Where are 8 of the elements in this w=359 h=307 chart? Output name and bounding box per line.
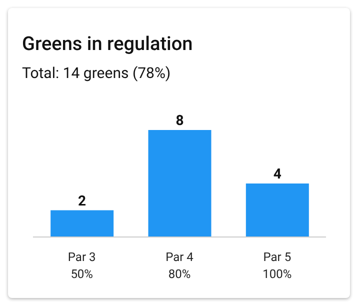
data-label: 4 [273,166,282,182]
data-label: 2 [78,193,86,210]
chart-title: Greens in regulation [22,32,193,55]
x-tick-label: Par 3 50% [68,250,96,281]
x-tick-label: Par 4 80% [166,250,194,281]
chart-subtitle: Total: 14 greens (78%) [22,64,171,82]
x-tick-label: Par 5 100% [262,250,292,281]
data-label: 8 [176,113,184,129]
